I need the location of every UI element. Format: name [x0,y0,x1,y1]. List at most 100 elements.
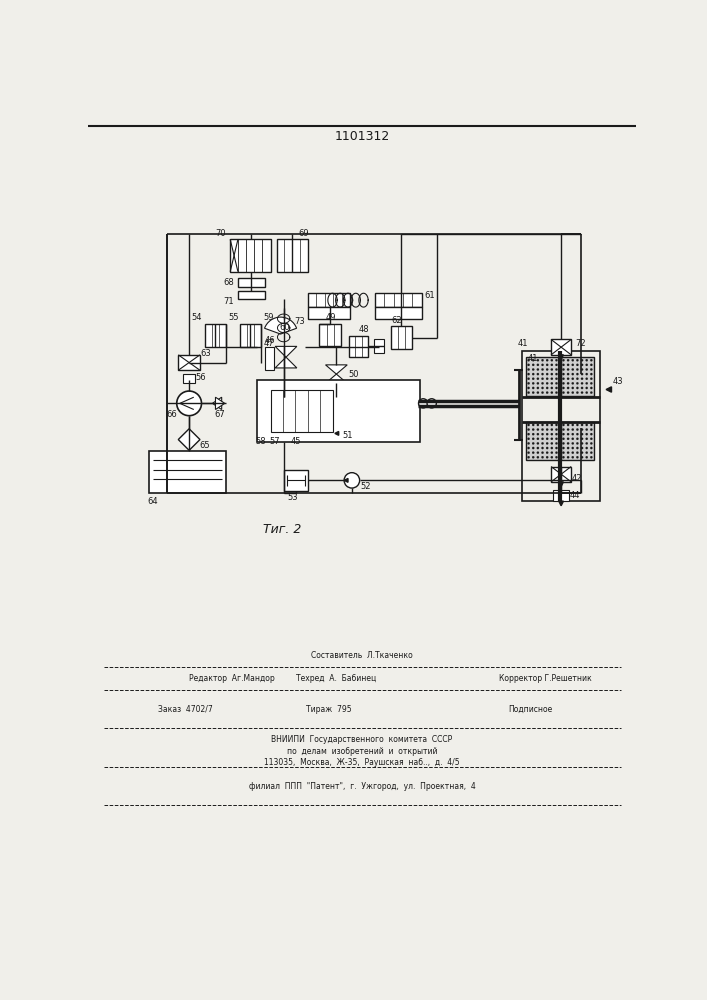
Circle shape [537,368,539,371]
Circle shape [532,447,534,449]
Circle shape [576,391,578,394]
Circle shape [571,364,574,366]
Circle shape [590,373,592,375]
Circle shape [581,456,583,458]
Circle shape [542,447,544,449]
Text: Составитель  Л.Ткаченко: Составитель Л.Ткаченко [311,651,413,660]
Circle shape [581,382,583,384]
Circle shape [581,451,583,454]
Text: 45: 45 [291,437,301,446]
Circle shape [542,359,544,361]
Circle shape [546,382,549,384]
Text: 58: 58 [255,437,266,446]
Circle shape [555,378,558,380]
Circle shape [532,373,534,375]
Bar [554,490,569,501]
Circle shape [576,359,578,361]
Text: 51: 51 [343,431,354,440]
Bar [149,451,226,493]
Circle shape [585,368,588,371]
Bar [240,324,261,347]
Circle shape [567,391,569,394]
Polygon shape [216,397,225,410]
Bar [238,291,265,299]
Circle shape [567,451,569,454]
Circle shape [555,433,558,435]
Circle shape [532,364,534,366]
Circle shape [546,428,549,431]
Circle shape [562,447,565,449]
Circle shape [571,373,574,375]
Polygon shape [335,431,339,435]
Circle shape [532,387,534,389]
Bar [284,470,308,491]
Polygon shape [212,397,222,410]
Circle shape [590,378,592,380]
Bar [375,307,421,319]
Circle shape [567,424,569,426]
Text: Заказ  4702/7: Заказ 4702/7 [158,705,213,714]
Text: 113035,  Москва,  Ж-35,  Раушская  наб..,  д.  4/5: 113035, Москва, Ж-35, Раушская наб.., д.… [264,758,460,767]
Circle shape [585,382,588,384]
Circle shape [532,368,534,371]
Circle shape [590,456,592,458]
Circle shape [537,433,539,435]
Text: 46: 46 [264,336,275,345]
Circle shape [576,387,578,389]
Circle shape [562,368,565,371]
Circle shape [585,359,588,361]
Circle shape [527,378,530,380]
Circle shape [567,378,569,380]
Circle shape [532,359,534,361]
Bar [265,347,274,370]
Circle shape [555,442,558,445]
Bar [320,324,341,346]
Circle shape [551,382,553,384]
Circle shape [527,424,530,426]
Circle shape [532,433,534,435]
Circle shape [551,373,553,375]
Bar [183,374,195,383]
Circle shape [562,382,565,384]
Circle shape [542,442,544,445]
Circle shape [585,424,588,426]
Text: 41: 41 [527,354,538,363]
Circle shape [555,368,558,371]
Circle shape [551,438,553,440]
Circle shape [562,378,565,380]
Circle shape [581,391,583,394]
Text: 50: 50 [348,370,358,379]
Circle shape [576,382,578,384]
Circle shape [571,451,574,454]
Circle shape [537,428,539,431]
Circle shape [562,359,565,361]
Circle shape [551,456,553,458]
Circle shape [177,391,201,416]
Circle shape [532,424,534,426]
Bar [204,324,226,347]
Circle shape [590,368,592,371]
Circle shape [532,391,534,394]
Circle shape [562,433,565,435]
Circle shape [567,368,569,371]
Polygon shape [559,355,563,359]
Circle shape [576,451,578,454]
Circle shape [571,447,574,449]
Circle shape [555,428,558,431]
Circle shape [576,442,578,445]
Circle shape [562,424,565,426]
Circle shape [546,387,549,389]
Bar [391,326,412,349]
Circle shape [581,378,583,380]
Circle shape [542,387,544,389]
Text: 56: 56 [195,373,206,382]
Bar [230,239,271,272]
Circle shape [581,424,583,426]
Circle shape [546,359,549,361]
Circle shape [585,373,588,375]
Polygon shape [559,501,563,506]
Circle shape [542,382,544,384]
Bar [308,307,351,319]
Circle shape [590,447,592,449]
Bar [522,351,600,501]
